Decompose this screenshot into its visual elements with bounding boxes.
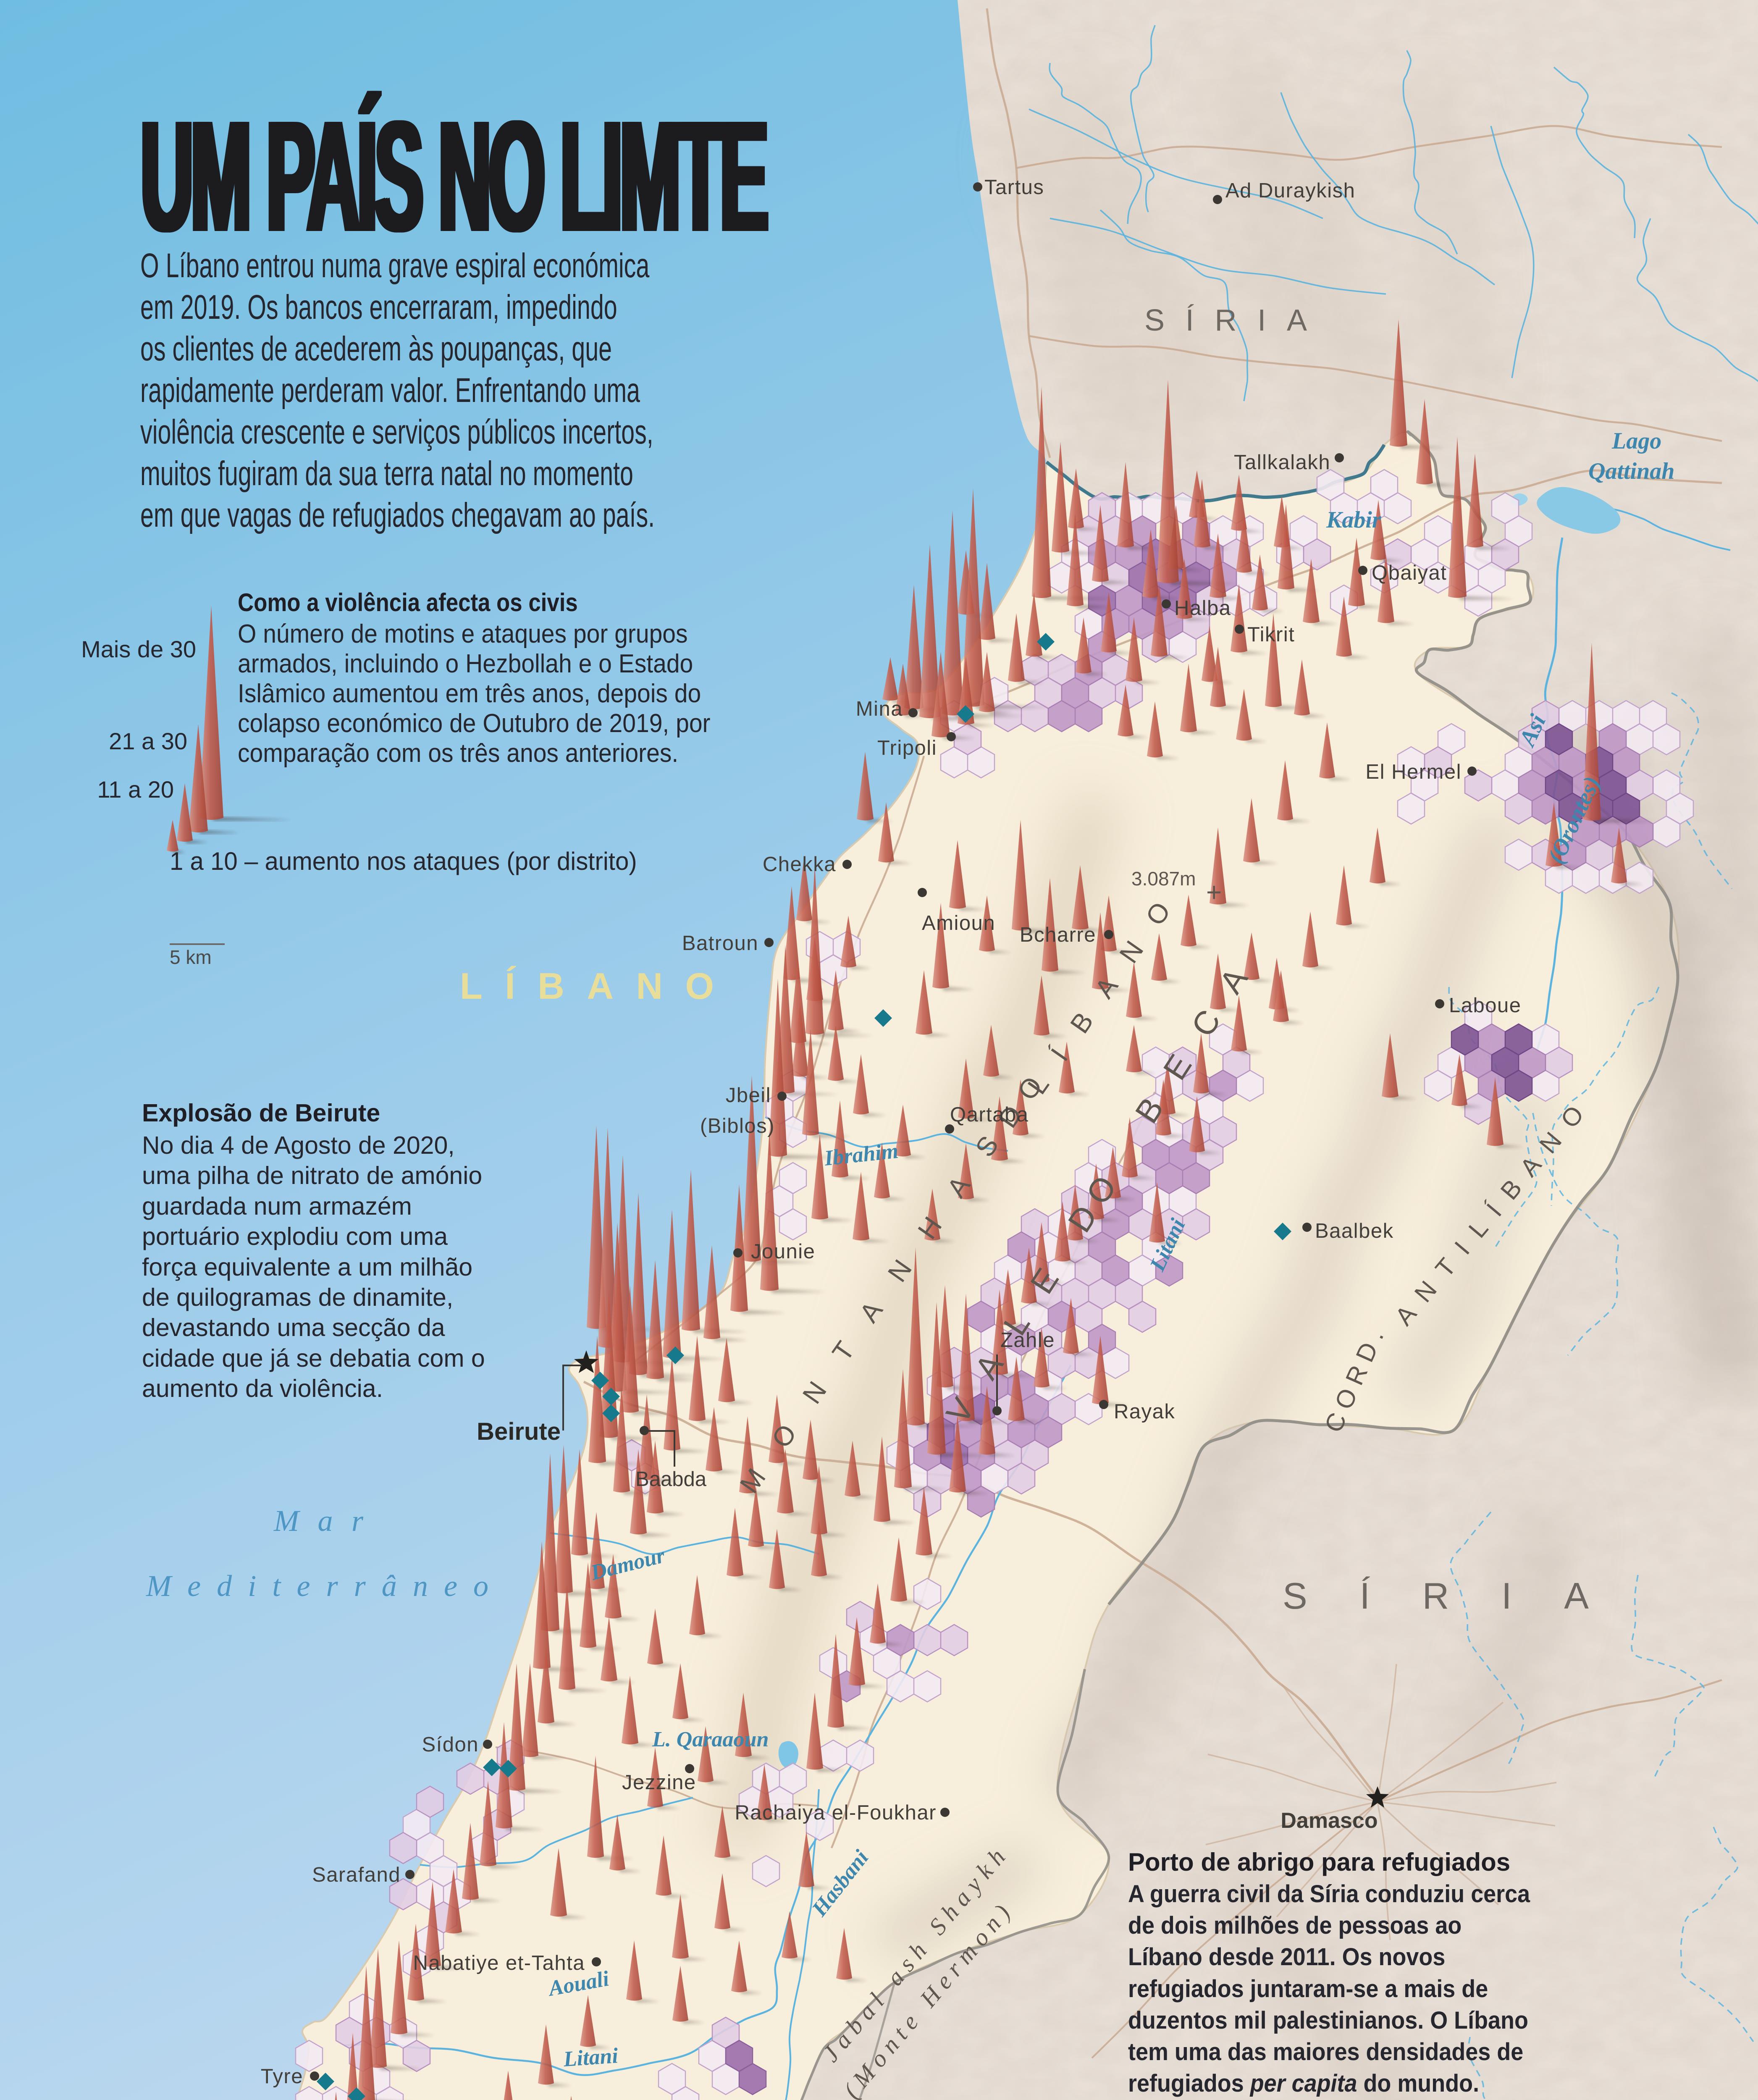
svg-text:Tallkalakh: Tallkalakh [1234, 451, 1330, 474]
svg-text:Islâmico aumentou em três anos: Islâmico aumentou em três anos, depois d… [238, 679, 701, 708]
svg-text:Jounie: Jounie [751, 1240, 815, 1263]
svg-text:guardada num armazém: guardada num armazém [142, 1192, 412, 1220]
svg-text:Rayak: Rayak [1114, 1400, 1175, 1423]
svg-text:Como a violência afecta os civ: Como a violência afecta os civis [238, 588, 578, 617]
svg-text:Lago: Lago [1611, 428, 1661, 454]
svg-text:uma pilha de nitrato de amónio: uma pilha de nitrato de amónio [142, 1162, 482, 1189]
svg-text:Líbano desde 2011. Os novos: Líbano desde 2011. Os novos [1128, 1943, 1445, 1970]
svg-text:Litani: Litani [562, 2044, 619, 2071]
svg-text:duzentos mil palestinianos. O: duzentos mil palestinianos. O Líbano [1128, 2006, 1528, 2034]
svg-text:El Hermel: El Hermel [1365, 761, 1462, 783]
svg-text:Beirute: Beirute [477, 1418, 561, 1445]
svg-text:aumento da violência.: aumento da violência. [142, 1375, 383, 1402]
svg-text:em 2019. Os bancos encerraram,: em 2019. Os bancos encerraram, impedindo [140, 288, 617, 326]
svg-text:Jezzine: Jezzine [622, 1771, 696, 1794]
svg-text:cidade que já se debatia com o: cidade que já se debatia com o [142, 1344, 485, 1372]
svg-text:Damasco: Damasco [1280, 1809, 1378, 1833]
svg-text:Mais de 30: Mais de 30 [81, 636, 196, 662]
svg-text:Explosão de Beirute: Explosão de Beirute [142, 1099, 380, 1127]
svg-text:Laboue: Laboue [1449, 994, 1522, 1017]
svg-text:refugiados per capita do mundo: refugiados per capita do mundo. [1128, 2069, 1479, 2097]
svg-text:portuário explodiu com uma: portuário explodiu com uma [142, 1223, 448, 1250]
svg-text:UM PAÍS NO LIMTE: UM PAÍS NO LIMTE [143, 89, 769, 263]
svg-text:O número de motins e ataques p: O número de motins e ataques por grupos [238, 619, 688, 648]
svg-text:devastando uma secção da: devastando uma secção da [142, 1314, 445, 1341]
svg-text:Jbeil: Jbeil [726, 1084, 771, 1107]
svg-text:colapso económico de Outubro d: colapso económico de Outubro de 2019, po… [238, 709, 711, 738]
svg-text:5 km: 5 km [170, 946, 212, 968]
svg-text:1 a 10 – aumento nos ataques (: 1 a 10 – aumento nos ataques (por distri… [170, 847, 637, 875]
svg-text:Porto de abrigo para refugiado: Porto de abrigo para refugiados [1128, 1848, 1510, 1876]
svg-text:UM PAÍS NO LIMTE: UM PAÍS NO LIMTE [138, 89, 764, 263]
svg-text:Tikrit: Tikrit [1247, 623, 1295, 646]
svg-text:Nabatiye et-Tahta: Nabatiye et-Tahta [413, 1952, 585, 1974]
svg-text:+: + [1206, 877, 1222, 907]
svg-text:Tartus: Tartus [984, 176, 1044, 199]
svg-text:No dia 4 de Agosto de 2020,: No dia 4 de Agosto de 2020, [142, 1131, 455, 1159]
svg-text:Rachaiya el-Foukhar: Rachaiya el-Foukhar [735, 1801, 937, 1824]
svg-text:comparação com os três anos an: comparação com os três anos anteriores. [238, 738, 678, 768]
svg-text:Sídon: Sídon [422, 1733, 479, 1756]
svg-text:21 a 30: 21 a 30 [109, 728, 187, 754]
svg-text:Amioun: Amioun [922, 912, 995, 934]
svg-text:tem uma das maiores densidades: tem uma das maiores densidades de [1128, 2038, 1523, 2065]
svg-text:Bcharre: Bcharre [1020, 924, 1096, 946]
svg-text:Zahle: Zahle [1000, 1329, 1055, 1352]
svg-text:A guerra civil da Síria conduz: A guerra civil da Síria conduziu cerca [1128, 1880, 1530, 1907]
svg-text:Chekka: Chekka [763, 853, 836, 876]
svg-text:rapidamente perderam valor. En: rapidamente perderam valor. Enfrentando … [140, 371, 640, 410]
svg-text:O Líbano entrou numa grave esp: O Líbano entrou numa grave espiral econó… [140, 246, 650, 285]
svg-text:de quilogramas de dinamite,: de quilogramas de dinamite, [142, 1284, 453, 1311]
svg-text:Qartaba: Qartaba [950, 1103, 1029, 1126]
svg-text:Tripoli: Tripoli [877, 737, 937, 759]
svg-text:Halba: Halba [1174, 597, 1231, 620]
svg-text:L. Qaraaoun: L. Qaraaoun [652, 1727, 769, 1751]
svg-text:Qattinah: Qattinah [1588, 458, 1674, 484]
svg-text:muitos fugiram da sua terra na: muitos fugiram da sua terra natal no mom… [140, 454, 633, 493]
svg-text:(Biblos): (Biblos) [700, 1115, 775, 1137]
svg-text:3.087m: 3.087m [1131, 868, 1196, 890]
svg-text:Qbaiyat: Qbaiyat [1372, 562, 1447, 584]
svg-text:refugiados juntaram-se a mais: refugiados juntaram-se a mais de [1128, 1975, 1488, 2002]
svg-text:de dois milhões de pessoas ao: de dois milhões de pessoas ao [1128, 1911, 1462, 1939]
svg-text:11 a 20: 11 a 20 [97, 776, 174, 803]
svg-text:violência crescente e serviços: violência crescente e serviços públicos … [140, 412, 653, 451]
svg-text:força equivalente a um milhão: força equivalente a um milhão [142, 1253, 472, 1281]
svg-text:Ad Duraykish: Ad Duraykish [1225, 179, 1355, 202]
svg-text:Baabda: Baabda [635, 1468, 707, 1491]
svg-text:armados, incluindo o Hezbollah: armados, incluindo o Hezbollah e o Estad… [238, 649, 693, 678]
svg-text:UM PAÍS NO LIMTE: UM PAÍS NO LIMTE [141, 89, 766, 263]
svg-text:Tyre: Tyre [261, 2065, 303, 2088]
svg-text:Sarafand: Sarafand [312, 1864, 401, 1886]
svg-text:Baalbek: Baalbek [1315, 1220, 1394, 1242]
svg-text:em que vagas de refugiados che: em que vagas de refugiados chegavam ao p… [140, 496, 655, 534]
svg-text:Kabir: Kabir [1326, 507, 1382, 533]
svg-text:Batroun: Batroun [682, 932, 758, 955]
svg-text:os clientes de acederem às pou: os clientes de acederem às poupanças, qu… [140, 329, 612, 368]
svg-text:Mina: Mina [856, 698, 903, 720]
